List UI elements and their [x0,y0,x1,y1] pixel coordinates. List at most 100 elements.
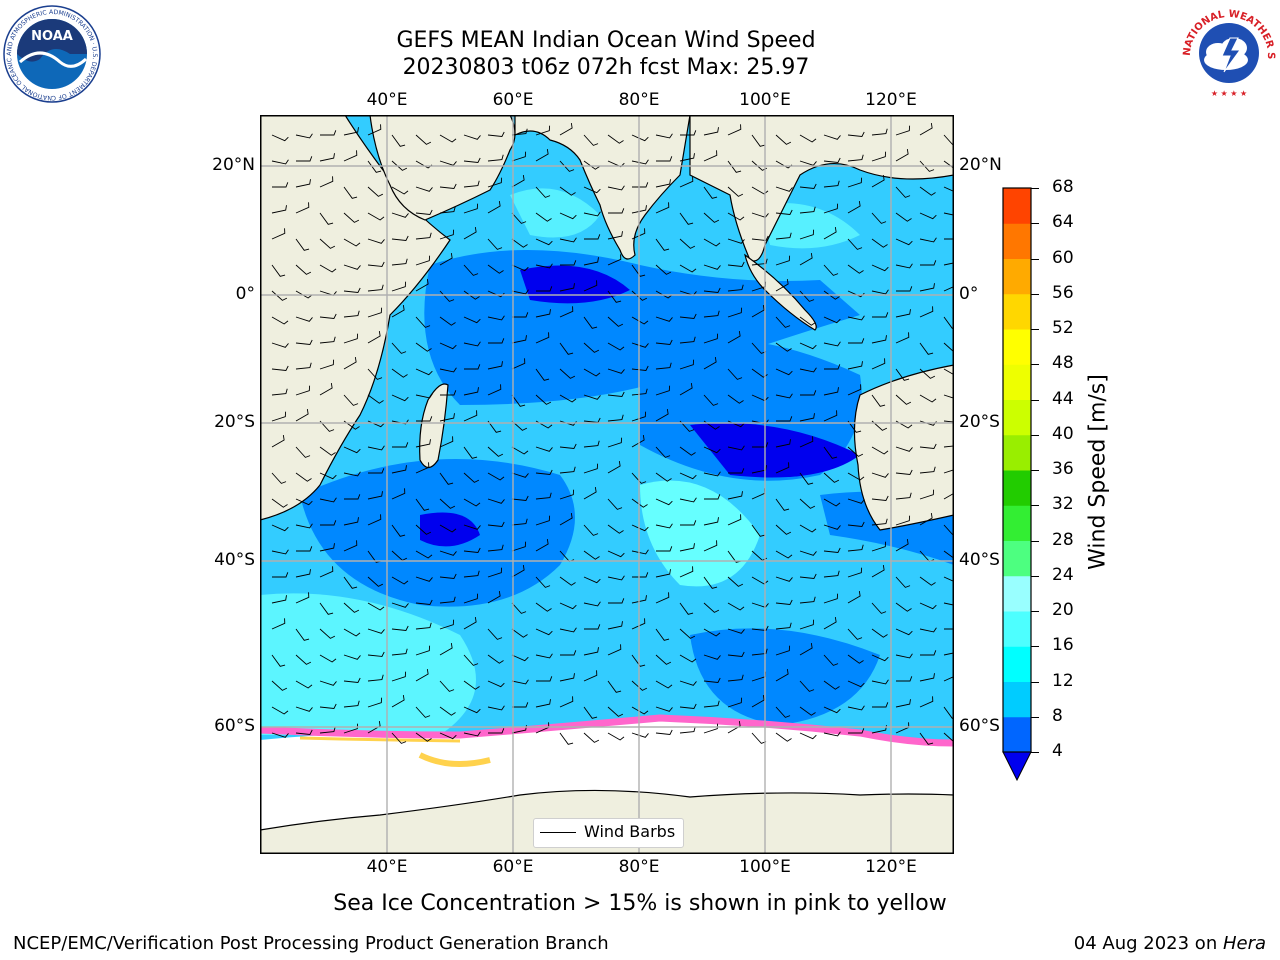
wind-barb [823,593,839,604]
wind-barb [943,420,954,423]
wind-barb [319,497,337,503]
wind-barb [919,627,937,633]
footer-branch: NCEP/EMC/Verification Post Processing Pr… [13,933,609,954]
wind-barb [679,420,695,432]
wind-barb [631,316,649,325]
colorbar-under-arrow [1002,751,1032,782]
svg-text:★ ★ ★ ★: ★ ★ ★ ★ [1211,89,1247,98]
wind-barb [391,235,409,241]
wind-barb [559,489,575,500]
wind-barb [295,290,313,299]
wind-barb [415,209,433,215]
wind-barb [727,514,742,526]
wind-barb [367,651,385,657]
wind-barb [895,212,912,222]
wind-barb [319,336,336,344]
wind-barb [535,469,553,475]
wind-barb [919,186,936,196]
wind-barb [295,446,311,458]
wind-barb [511,212,527,224]
wind-barb [631,706,649,715]
wind-barb [655,238,670,251]
colorbar-cell [1003,575,1031,612]
chart-title-line1: GEFS MEAN Indian Ocean Wind Speed [396,28,816,53]
wind-barb [607,575,625,581]
wind-barb [848,728,865,734]
wind-barb [583,257,599,266]
wind-barb [319,212,334,225]
wind-barb [943,706,954,719]
wind-barb [943,212,954,216]
wind-barb [487,446,504,457]
wind-barb [487,315,505,321]
lon-tick-top: 100°E [739,90,791,110]
wind-barb [511,495,529,501]
wind-barb [391,625,409,631]
wind-barb [559,394,577,403]
wind-barb [895,309,911,318]
wind-barb [368,468,385,474]
wind-barb [823,731,841,737]
wind-barb [679,628,696,639]
wind-barb [871,654,889,662]
wind-barb [511,335,527,344]
wind-barb [319,264,337,273]
wind-barb [463,410,478,422]
wind-barb [319,472,337,480]
wind-barb [415,622,432,630]
wind-barb [607,414,624,422]
wind-barb [655,592,670,604]
wind-barb [943,550,954,559]
wind-barb [440,390,457,396]
wind-barb [823,316,841,324]
wind-barb [439,524,457,533]
wind-barb [343,264,361,270]
colorbar-tick-mark [1031,575,1039,577]
colorbar-cell [1003,505,1031,541]
wind-barb [439,706,456,716]
wind-barb [655,316,673,322]
colorbar-tick-mark [1031,540,1039,542]
wind-barb [655,628,670,641]
wind-barb [295,316,313,322]
wind-barb [295,385,311,396]
lon-tick-bottom: 120°E [865,857,917,877]
wind-barb [463,180,480,188]
wind-barb [799,316,816,326]
wind-barb [871,264,889,272]
wind-barb [535,212,552,222]
wind-barb [631,264,646,277]
wind-barb [703,628,721,637]
wind-barb [703,700,720,708]
wind-barb [751,304,765,318]
wind-barb [439,573,457,579]
lat-tick-right: 20°N [959,155,1002,175]
wind-barb [944,628,954,630]
wind-barb [295,628,310,641]
wind-barb [727,445,745,451]
wind-barb [823,387,839,396]
wind-barb [775,316,791,328]
wind-barb [919,512,933,526]
wind-barb [871,394,886,407]
wind-barb [871,151,887,162]
wind-barb [847,361,863,370]
wind-barb [415,524,432,535]
wind-barb [703,186,718,199]
wind-barb [607,254,622,266]
wind-barb [319,602,334,615]
wind-barb [655,339,673,345]
wind-barb [367,445,385,451]
wind-barb [703,212,720,223]
wind-barb [919,673,935,682]
wind-barb [583,342,600,353]
wind-barb [439,229,455,240]
wind-barb [295,362,312,370]
wind-barb [751,648,768,656]
wind-barb [319,703,337,709]
wind-barb [559,576,576,586]
madagascar-land [419,383,449,469]
wind-barb [463,547,481,553]
wind-barb [920,260,937,266]
wind-barb [583,394,601,400]
